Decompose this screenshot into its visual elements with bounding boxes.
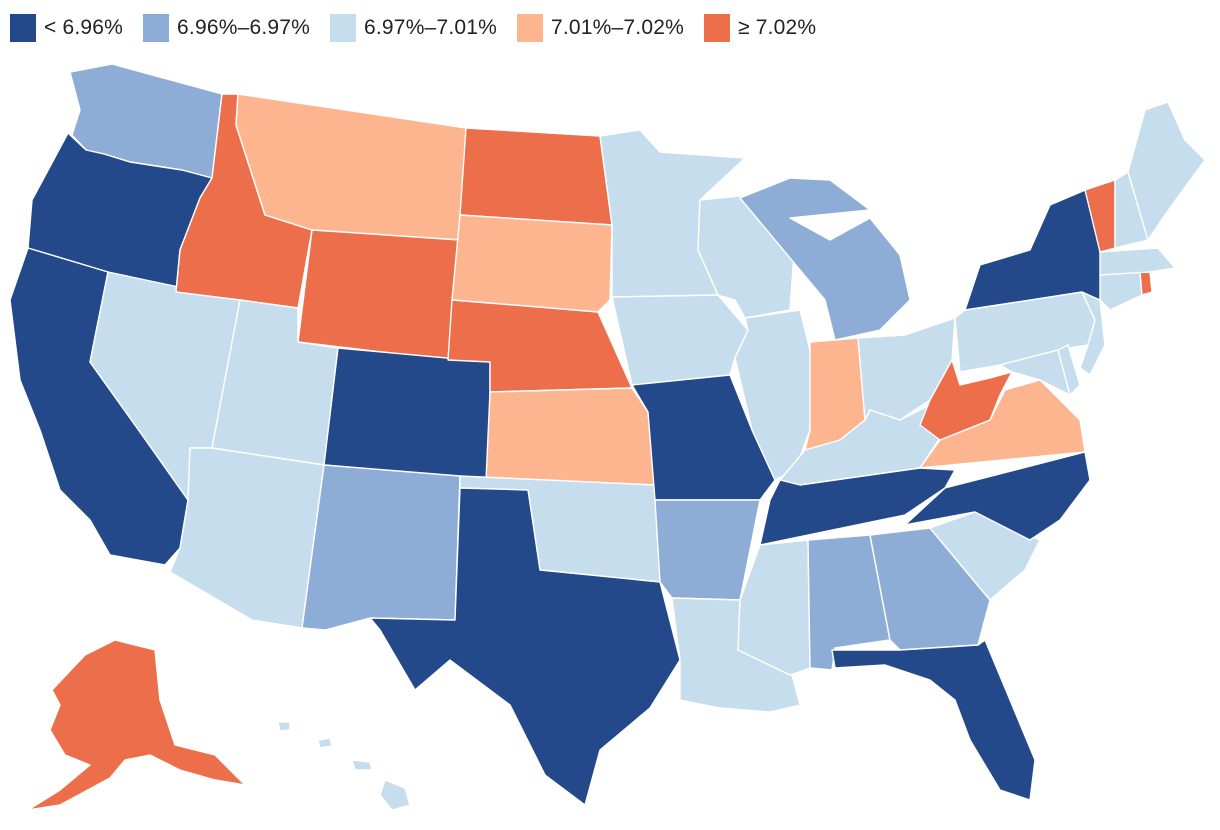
state-hawaii-maui[interactable] [351,759,373,771]
state-texas[interactable] [369,487,681,806]
state-connecticut[interactable] [1099,271,1143,311]
state-maine[interactable] [1127,101,1206,241]
legend-item-701-702: 7.01%–7.02% [516,14,684,42]
legend-label-lt-696: < 6.96% [44,16,124,39]
state-kansas[interactable] [485,387,656,486]
state-colorado[interactable] [323,347,491,481]
state-new-mexico[interactable] [301,464,461,631]
legend-label-696-697: 6.96%–6.97% [177,16,311,39]
state-hawaii[interactable] [379,779,411,811]
legend-label-701-702: 7.01%–7.02% [550,16,684,39]
legend-label-ge-702: ≥ 7.02% [737,16,817,39]
state-florida[interactable] [831,639,1036,801]
state-south-dakota[interactable] [451,214,613,313]
state-iowa[interactable] [611,294,749,386]
legend-item-ge-702: ≥ 7.02% [703,14,817,42]
state-missouri[interactable] [631,374,776,501]
state-west-virginia[interactable] [919,359,1013,441]
state-new-jersey[interactable] [1079,291,1106,376]
state-wyoming[interactable] [297,229,461,361]
legend-swatch-701-702 [516,14,543,42]
legend-item-696-697: 6.96%–6.97% [143,14,310,42]
state-north-dakota[interactable] [459,127,613,226]
legend-swatch-696-697 [143,14,170,42]
legend-label-697-701: 6.97%–7.01% [364,16,497,39]
state-delaware[interactable] [1057,344,1081,396]
state-mississippi[interactable] [737,539,811,676]
state-south-carolina[interactable] [929,511,1041,601]
state-arizona[interactable] [169,447,325,629]
legend-item-lt-696: < 6.96% [10,14,123,42]
state-massachusetts[interactable] [1099,247,1176,276]
state-hawaii-kauai[interactable] [277,721,291,732]
state-arkansas[interactable] [654,499,761,601]
state-north-carolina[interactable] [904,451,1091,541]
legend-swatch-lt-696 [10,14,36,42]
map-legend: < 6.96% 6.96%–6.97% 6.97%–7.01% 7.01%–7.… [10,12,816,44]
legend-swatch-697-701 [330,14,357,42]
state-rhode-island[interactable] [1139,271,1153,296]
legend-swatch-ge-702 [703,14,730,42]
state-maryland[interactable] [999,349,1071,396]
state-alaska[interactable] [27,639,246,811]
state-new-york[interactable] [964,187,1103,311]
state-hawaii-oahu[interactable] [317,737,333,749]
legend-item-697-701: 6.97%–7.01% [330,14,497,42]
